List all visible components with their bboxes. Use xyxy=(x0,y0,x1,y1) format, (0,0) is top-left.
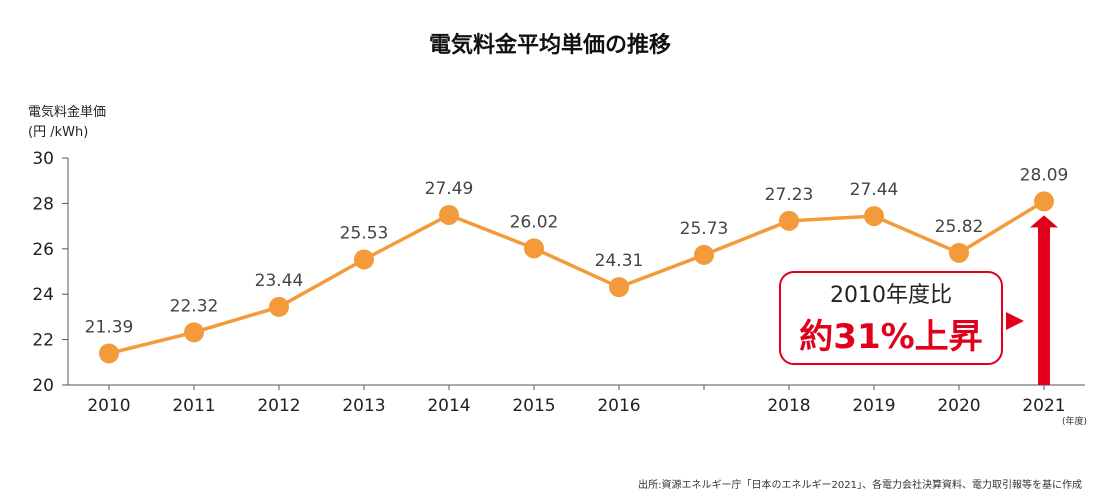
data-label: 27.23 xyxy=(765,185,814,205)
data-label: 25.53 xyxy=(340,223,389,243)
data-point xyxy=(99,343,119,364)
increase-arrow-shaft xyxy=(1038,225,1050,385)
callout-text-line2: 約31%上昇 xyxy=(799,317,982,357)
x-tick-label: 2010 xyxy=(87,396,130,416)
data-point xyxy=(609,277,629,298)
x-tick-label: 2021 xyxy=(1022,396,1065,416)
data-point xyxy=(354,249,374,270)
x-tick-label: 2014 xyxy=(427,396,470,416)
y-tick-label: 24 xyxy=(32,285,54,305)
y-axis-title-line1: 電気料金単価 xyxy=(28,104,106,120)
y-tick-label: 22 xyxy=(32,331,54,351)
data-point xyxy=(524,238,544,259)
data-label: 26.02 xyxy=(510,212,559,232)
data-series: 21.39 22.32 23.44 25.53 27.49 26.02 24.31 25.73… xyxy=(85,165,1069,364)
data-label: 22.32 xyxy=(170,296,219,316)
data-point xyxy=(864,206,884,227)
data-point xyxy=(184,322,204,343)
y-axis-title-line2: (円 /kWh) xyxy=(28,125,88,140)
data-point xyxy=(949,242,969,263)
data-label: 28.09 xyxy=(1020,165,1069,185)
series-line xyxy=(108,199,1045,356)
data-point xyxy=(694,244,714,265)
x-tick-label: 2012 xyxy=(257,396,300,416)
callout-box xyxy=(779,271,1003,365)
x-tick-label: 2011 xyxy=(172,396,215,416)
data-point xyxy=(1034,191,1054,212)
data-label: 25.73 xyxy=(680,219,729,239)
increase-arrow-head xyxy=(1030,215,1058,228)
x-tick-label: 2013 xyxy=(342,396,385,416)
y-tick-label: 30 xyxy=(32,149,54,169)
data-label: 25.82 xyxy=(935,217,984,237)
axes: 20 22 24 26 28 30 2010 2011 2012 2013 2014 2015 2016… xyxy=(32,149,1085,416)
data-point xyxy=(439,204,459,225)
data-point xyxy=(269,296,289,317)
data-label: 21.39 xyxy=(85,317,134,337)
x-tick-label: 2020 xyxy=(937,396,980,416)
y-tick-label: 28 xyxy=(32,194,54,214)
x-tick-label: 2015 xyxy=(512,396,555,416)
data-label: 27.44 xyxy=(850,180,899,200)
x-axis-unit-label: (年度) xyxy=(1062,415,1087,427)
chart-title: 電気料金平均単価の推移 xyxy=(429,32,671,58)
y-tick-label: 26 xyxy=(32,240,54,260)
x-tick-label: 2019 xyxy=(852,396,895,416)
x-tick-label: 2016 xyxy=(597,396,640,416)
y-tick-label: 20 xyxy=(32,376,54,396)
data-label: 27.49 xyxy=(425,179,474,199)
data-label: 24.31 xyxy=(595,251,644,271)
data-point xyxy=(779,210,799,231)
callout-text-line1: 2010年度比 xyxy=(830,283,952,308)
x-tick-label: 2018 xyxy=(767,396,810,416)
source-note: 出所:資源エネルギー庁「日本のエネルギー2021」、各電力会社決算資料、電力取引… xyxy=(638,478,1082,491)
data-label: 23.44 xyxy=(255,271,304,291)
callout-pointer-icon xyxy=(1006,312,1024,330)
